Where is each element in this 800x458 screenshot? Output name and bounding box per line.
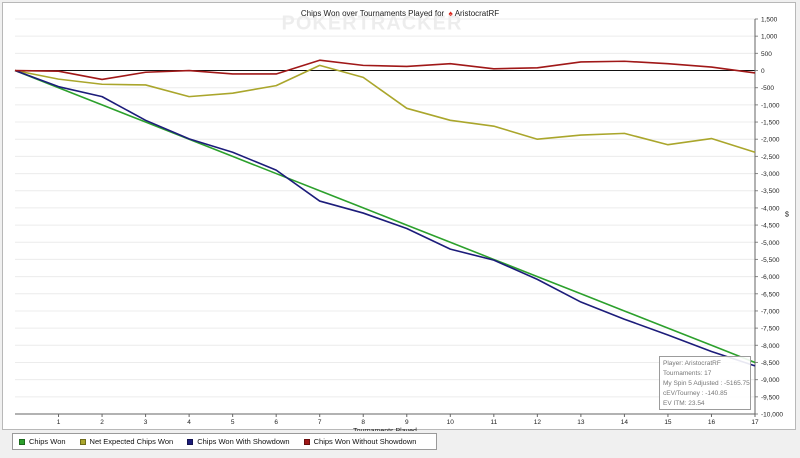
y-tick-label: -6,500 xyxy=(761,291,780,298)
summary-cev: cEV/Tourney : -140.85 xyxy=(663,390,728,397)
x-tick-label: 17 xyxy=(751,419,759,426)
y-tick-label: -1,500 xyxy=(761,120,780,127)
summary-adjusted: My Spin 5 Adjusted : -5165.75 xyxy=(663,380,750,387)
series-line-2 xyxy=(14,69,756,367)
y-tick-label: 500 xyxy=(761,51,772,58)
y-tick-label: -2,500 xyxy=(761,154,780,161)
series-line-1 xyxy=(14,64,756,154)
legend-item-without-showdown[interactable]: Chips Won Without Showdown xyxy=(303,437,417,446)
y-tick-label: -10,000 xyxy=(761,412,783,419)
series-line-3 xyxy=(14,59,756,81)
y-tick-label: -7,500 xyxy=(761,326,780,333)
y-tick-label: -4,000 xyxy=(761,205,780,212)
chart-title-player: AristocratRF xyxy=(454,9,500,18)
x-tick-label: 10 xyxy=(447,419,455,426)
legend-label: Chips Won With Showdown xyxy=(197,437,290,446)
summary-tournaments: Tournaments: 17 xyxy=(663,370,712,377)
y-tick-label: -7,000 xyxy=(761,308,780,315)
legend-item-chips-won[interactable]: Chips Won xyxy=(19,437,66,446)
legend-swatch xyxy=(79,438,86,445)
y-tick-label: 1,000 xyxy=(761,34,778,41)
y-tick-label: -2,000 xyxy=(761,137,780,144)
x-tick-label: 1 xyxy=(57,419,61,426)
legend-item-net-expected[interactable]: Net Expected Chips Won xyxy=(79,437,174,446)
x-tick-label: 8 xyxy=(361,419,365,426)
y-axis-label: $ xyxy=(785,212,789,219)
legend-swatch xyxy=(303,438,310,445)
y-tick-label: -3,000 xyxy=(761,171,780,178)
summary-player: Player: AristocratRF xyxy=(663,360,721,367)
x-tick-label: 2 xyxy=(100,419,104,426)
x-axis-label: Tournaments Played xyxy=(353,428,417,431)
y-tick-label: -8,000 xyxy=(761,343,780,350)
summary-ev-itm: EV ITM: 23.54 xyxy=(663,400,705,407)
y-tick-label: -4,500 xyxy=(761,223,780,230)
x-tick-label: 4 xyxy=(187,419,191,426)
x-tick-label: 6 xyxy=(274,419,278,426)
x-tick-label: 15 xyxy=(664,419,672,426)
y-tick-label: 1,500 xyxy=(761,17,778,24)
y-tick-label: -5,500 xyxy=(761,257,780,264)
y-tick-label: -8,500 xyxy=(761,360,780,367)
y-tick-label: -3,500 xyxy=(761,188,780,195)
x-tick-label: 14 xyxy=(621,419,629,426)
y-tick-label: -1,000 xyxy=(761,102,780,109)
y-tick-label: -5,000 xyxy=(761,240,780,247)
x-tick-label: 13 xyxy=(577,419,585,426)
legend-label: Chips Won xyxy=(29,437,66,446)
watermark-text: POKERTRACKER xyxy=(281,12,462,34)
spade-icon: ♠ xyxy=(448,9,453,18)
chart-frame: POKERTRACKER -10,000 -9,500 -9,000 -8,500 -8,… xyxy=(2,2,797,431)
x-tick-label: 3 xyxy=(144,419,148,426)
legend-label: Chips Won Without Showdown xyxy=(313,437,417,446)
y-tick-label: 0 xyxy=(761,68,765,75)
y-tick-label: -6,000 xyxy=(761,274,780,281)
x-tick-label: 16 xyxy=(708,419,716,426)
chart-plot: POKERTRACKER -10,000 -9,500 -9,000 -8,500 -8,… xyxy=(14,12,789,431)
legend-swatch xyxy=(19,438,25,445)
x-tick-label: 11 xyxy=(490,419,497,426)
legend-label: Net Expected Chips Won xyxy=(89,437,174,446)
x-tick-label: 9 xyxy=(405,419,409,426)
y-tick-label: -9,000 xyxy=(761,377,780,384)
x-tick-label: 5 xyxy=(231,419,235,426)
chart-title: Chips Won over Tournaments Played for ♠ A… xyxy=(3,9,797,18)
series-line-0 xyxy=(14,69,756,364)
chart-legend: Chips Won Net Expected Chips Won Chips W… xyxy=(12,433,438,450)
chart-title-text: Chips Won over Tournaments Played for xyxy=(300,9,445,18)
x-tick-label: 7 xyxy=(318,419,322,426)
legend-item-with-showdown[interactable]: Chips Won With Showdown xyxy=(187,437,290,446)
legend-swatch xyxy=(187,438,194,445)
y-tick-label: -9,500 xyxy=(761,394,780,401)
y-tick-label: -500 xyxy=(761,85,774,92)
summary-tooltip: Player: AristocratRF Tournaments: 17 My … xyxy=(659,356,751,410)
x-tick-label: 12 xyxy=(534,419,542,426)
